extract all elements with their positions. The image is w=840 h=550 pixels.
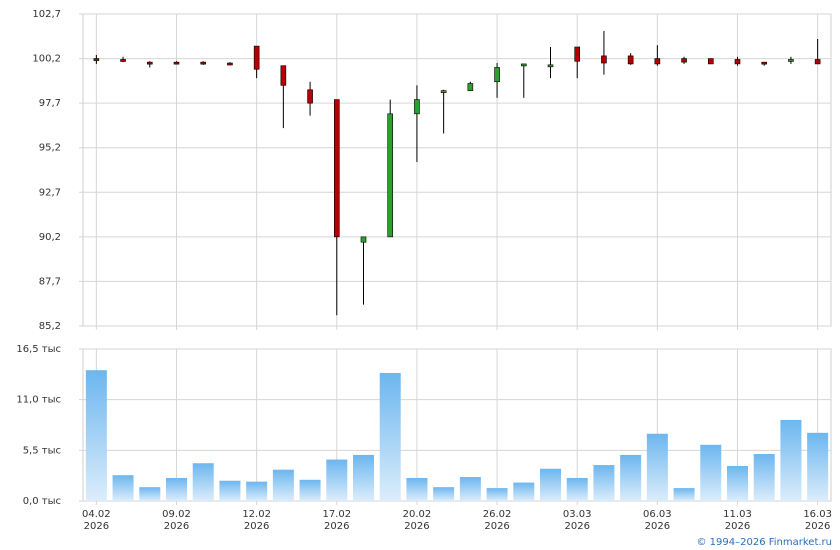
candle-body (200, 61, 207, 65)
volume-bar (166, 477, 187, 501)
volume-bar (513, 482, 535, 501)
volume-bar (353, 454, 374, 501)
x-tick-label: 2026 (164, 521, 189, 532)
y-tick-label: 85,2 (39, 321, 61, 332)
y-tick-label: 97,7 (39, 98, 61, 109)
candle-body (173, 61, 180, 65)
x-tick-label: 2026 (645, 521, 670, 532)
volume-bar (192, 463, 214, 501)
volume-bar (272, 469, 294, 501)
volume-bar (807, 432, 829, 501)
volume-bar (219, 480, 241, 501)
x-tick-label: 04.02 (82, 509, 111, 520)
copyright: © 1994–2026 Finmarket.ru (696, 537, 832, 548)
volume-bar (406, 477, 428, 501)
volume-bar (379, 372, 401, 501)
y-tick-label: 90,2 (39, 232, 61, 243)
x-tick-label: 26.02 (483, 509, 512, 520)
candle-body (734, 59, 741, 65)
volume-bar (593, 465, 615, 501)
x-tick-label: 2026 (324, 521, 349, 532)
x-tick-label: 20.02 (403, 509, 432, 520)
volume-bar (139, 487, 161, 501)
volume-bar (727, 465, 748, 501)
candle-body (440, 90, 447, 93)
volume-bar (433, 487, 455, 501)
candle-body (627, 55, 634, 65)
x-tick-label: 09.02 (162, 509, 191, 520)
candle-body (414, 99, 420, 115)
y-tick-label: 11,0 тыс (16, 395, 61, 406)
x-tick-label: 2026 (404, 521, 429, 532)
y-tick-label: 100,2 (32, 54, 61, 65)
candle-body (120, 59, 126, 62)
candle-body (761, 61, 768, 65)
candle-body (280, 65, 287, 86)
candle-body (307, 89, 313, 104)
candle-body (601, 55, 607, 64)
volume-bar (566, 477, 588, 501)
x-tick-label: 2026 (484, 521, 509, 532)
volume-bar (486, 488, 508, 501)
volume-bar (299, 479, 321, 501)
volume-bar (673, 488, 695, 501)
y-tick-label: 16,5 тыс (16, 344, 61, 355)
y-tick-label: 0,0 тыс (23, 496, 61, 507)
candle-body (707, 58, 714, 65)
volume-bar (459, 477, 481, 501)
candle-body (360, 236, 367, 243)
volume-bar (780, 419, 802, 501)
x-tick-label: 17.02 (322, 509, 351, 520)
y-tick-label: 95,2 (39, 143, 61, 154)
candle-body (654, 58, 661, 65)
y-tick-label: 5,5 тыс (23, 445, 61, 456)
volume-bar (112, 475, 134, 501)
volume-bar (753, 454, 775, 501)
volume-bar (540, 468, 561, 501)
x-tick-label: 2026 (725, 521, 750, 532)
candle-body (146, 61, 153, 65)
candle-body (333, 99, 340, 238)
y-tick-label: 102,7 (32, 9, 61, 20)
candle-body (387, 113, 394, 238)
candle-body (681, 58, 687, 63)
x-tick-label: 2026 (84, 521, 109, 532)
candle-body (227, 62, 233, 66)
volume-bar (700, 444, 722, 501)
x-tick-label: 12.02 (242, 509, 271, 520)
x-tick-label: 2026 (244, 521, 269, 532)
volume-bar (326, 459, 348, 501)
x-tick-label: 06.03 (643, 509, 672, 520)
candle-body (253, 45, 260, 70)
candle-body (788, 59, 794, 62)
candle-body (93, 58, 100, 61)
x-tick-label: 16.03 (803, 509, 832, 520)
y-tick-label: 92,7 (39, 187, 61, 198)
volume-bar (85, 370, 107, 501)
volume-bar (246, 481, 268, 501)
candle-body (520, 63, 527, 67)
candle-body (467, 83, 474, 91)
candle-body (574, 46, 581, 62)
x-tick-label: 2026 (564, 521, 589, 532)
y-tick-label: 87,7 (39, 276, 61, 287)
x-tick-label: 2026 (805, 521, 830, 532)
volume-bar (620, 454, 642, 501)
candle-body (547, 64, 554, 68)
candle-body (494, 67, 500, 83)
x-tick-label: 11.03 (723, 509, 752, 520)
candle-body (814, 59, 821, 65)
x-tick-label: 03.03 (563, 509, 592, 520)
volume-bar (646, 433, 668, 501)
